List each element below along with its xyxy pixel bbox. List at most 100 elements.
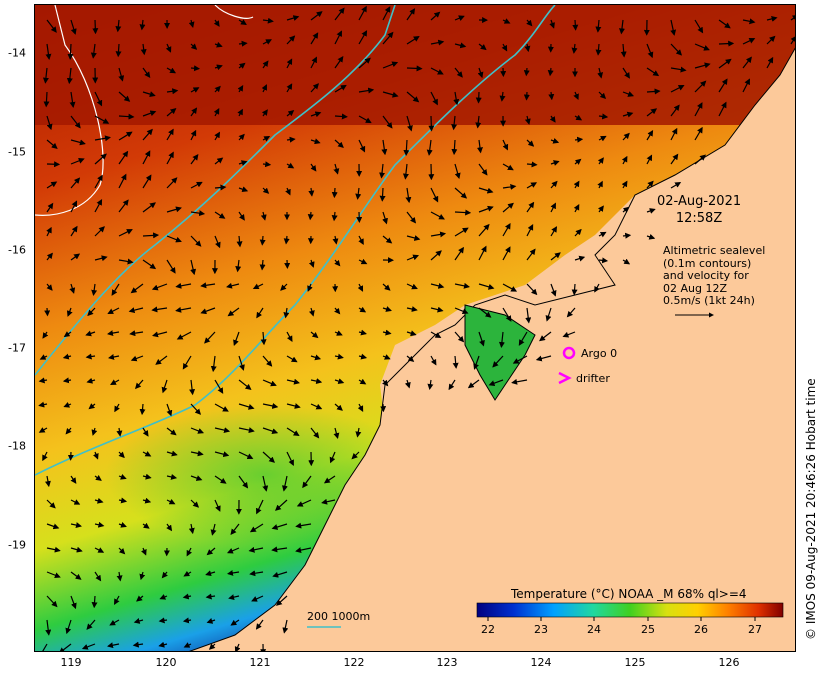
velocity-arrow bbox=[86, 619, 96, 630]
velocity-arrow bbox=[237, 108, 243, 117]
velocity-arrow bbox=[69, 283, 76, 294]
velocity-arrow bbox=[70, 115, 81, 129]
velocity-arrow bbox=[295, 522, 312, 529]
velocity-arrow bbox=[114, 403, 120, 413]
velocity-arrow bbox=[323, 475, 336, 484]
velocity-arrow bbox=[140, 43, 147, 56]
velocity-arrow bbox=[133, 618, 144, 624]
velocity-arrow bbox=[262, 379, 277, 387]
velocity-arrow bbox=[70, 595, 77, 610]
velocity-arrow bbox=[142, 473, 152, 480]
velocity-arrow bbox=[214, 184, 227, 191]
velocity-arrow bbox=[282, 619, 289, 634]
velocity-arrow bbox=[255, 619, 264, 630]
velocity-arrow bbox=[142, 91, 156, 97]
velocity-arrow bbox=[406, 330, 417, 337]
velocity-arrow bbox=[502, 183, 517, 190]
y-tick-17: -17 bbox=[8, 341, 26, 355]
velocity-arrow bbox=[200, 282, 216, 289]
velocity-arrow bbox=[118, 497, 128, 504]
velocity-arrow bbox=[213, 19, 220, 27]
velocity-arrow bbox=[358, 139, 366, 153]
velocity-arrow bbox=[271, 523, 288, 530]
velocity-arrow bbox=[176, 331, 192, 340]
velocity-arrow bbox=[451, 139, 458, 156]
velocity-arrow bbox=[142, 232, 160, 239]
velocity-arrow bbox=[161, 571, 168, 579]
drifter-marker[interactable] bbox=[558, 371, 572, 385]
velocity-arrow bbox=[478, 307, 492, 318]
velocity-arrow bbox=[310, 138, 321, 145]
velocity-arrow bbox=[190, 403, 202, 415]
argo-label: Argo 0 bbox=[581, 347, 618, 360]
velocity-arrow bbox=[454, 163, 461, 180]
velocity-arrow bbox=[406, 8, 416, 21]
velocity-arrow bbox=[321, 498, 336, 505]
velocity-arrow bbox=[280, 283, 288, 291]
velocity-arrow bbox=[406, 35, 420, 45]
velocity-arrow bbox=[70, 200, 78, 213]
legend-line-2: (0.1m contours) bbox=[663, 256, 752, 270]
velocity-arrow bbox=[46, 283, 53, 291]
velocity-arrow bbox=[430, 11, 441, 21]
argo-marker[interactable] bbox=[562, 346, 576, 360]
velocity-arrow bbox=[190, 129, 197, 141]
map-canvas[interactable] bbox=[35, 5, 796, 652]
velocity-arrow bbox=[142, 67, 151, 78]
velocity-arrow bbox=[430, 283, 445, 289]
velocity-arrow bbox=[91, 595, 98, 609]
velocity-arrow bbox=[205, 570, 216, 577]
velocity-arrow bbox=[598, 113, 609, 120]
y-tick-14: -14 bbox=[8, 46, 26, 60]
velocity-arrow bbox=[646, 129, 654, 141]
velocity-arrow bbox=[166, 498, 176, 505]
velocity-arrow bbox=[766, 56, 774, 69]
velocity-arrow bbox=[166, 177, 178, 189]
velocity-arrow bbox=[310, 111, 322, 118]
map-frame[interactable]: 02-Aug-2021 12:58Z Altimetric sealevel (… bbox=[34, 4, 796, 652]
velocity-arrow bbox=[38, 427, 48, 433]
velocity-arrow bbox=[238, 133, 245, 141]
velocity-arrow bbox=[454, 246, 464, 261]
velocity-arrow bbox=[139, 571, 146, 581]
legend-line-4: 02 Aug 12Z bbox=[663, 281, 728, 295]
velocity-arrow bbox=[118, 522, 127, 528]
velocity-arrow bbox=[182, 355, 192, 370]
velocity-arrow bbox=[333, 427, 340, 440]
velocity-arrow bbox=[118, 91, 131, 102]
velocity-arrow bbox=[248, 546, 264, 553]
velocity-arrow bbox=[597, 180, 603, 189]
velocity-arrow bbox=[70, 139, 86, 146]
velocity-arrow bbox=[62, 377, 72, 384]
velocity-arrow bbox=[190, 235, 202, 247]
velocity-arrow bbox=[235, 259, 242, 273]
velocity-arrow bbox=[598, 257, 609, 264]
isobath-200m bbox=[35, 5, 556, 476]
velocity-arrow bbox=[90, 43, 97, 59]
velocity-arrow bbox=[129, 330, 144, 337]
velocity-arrow bbox=[548, 91, 555, 101]
velocity-arrow bbox=[45, 43, 52, 60]
velocity-arrow bbox=[402, 163, 409, 180]
x-tick-122: 122 bbox=[343, 656, 365, 669]
velocity-arrow bbox=[70, 225, 78, 237]
velocity-arrow bbox=[261, 84, 267, 93]
velocity-arrow bbox=[190, 499, 200, 508]
velocity-arrow bbox=[46, 115, 53, 131]
velocity-arrow bbox=[238, 160, 248, 166]
velocity-arrow bbox=[210, 523, 217, 536]
colorbar-title: Temperature (°C) NOAA _M 68% ql>=4 bbox=[511, 587, 747, 601]
velocity-arrow bbox=[62, 353, 72, 360]
velocity-arrow bbox=[139, 403, 146, 416]
velocity-arrow bbox=[118, 67, 125, 82]
velocity-arrow bbox=[142, 427, 149, 437]
velocity-arrow bbox=[526, 248, 536, 261]
velocity-arrow bbox=[46, 499, 56, 509]
colorbar bbox=[476, 602, 784, 618]
velocity-arrow bbox=[332, 235, 339, 245]
velocity-arrow bbox=[114, 595, 120, 606]
x-tick-119: 119 bbox=[60, 656, 82, 669]
velocity-arrow bbox=[182, 617, 192, 624]
velocity-arrow bbox=[238, 427, 255, 434]
x-tick-120: 120 bbox=[155, 656, 177, 669]
